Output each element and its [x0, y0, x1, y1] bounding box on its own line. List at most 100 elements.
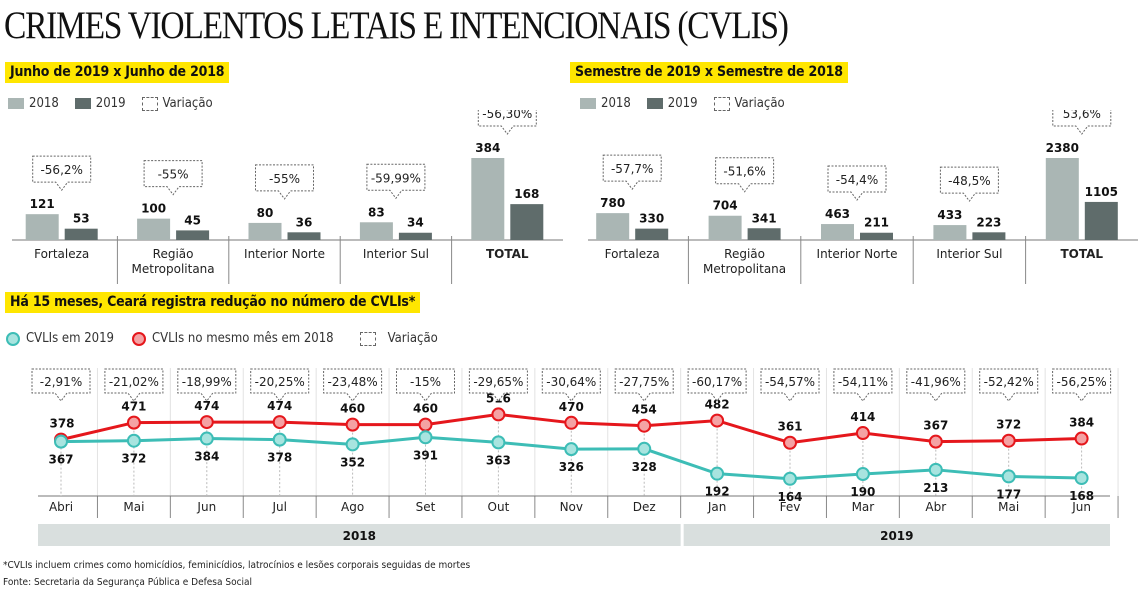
monthly-chart-title: Há 15 meses, Ceará registra redução no n…: [5, 292, 421, 313]
legend-swatch-variation: [141, 96, 158, 111]
variation-callout-box: [687, 368, 747, 402]
legend-label-2018: 2018: [29, 96, 59, 111]
point-2018: [783, 435, 797, 450]
variation-callout-box: [979, 368, 1039, 402]
variation-callout-label: -55%: [158, 168, 189, 182]
legend-item-2019: 2019: [74, 96, 126, 111]
legend-item-2018: 2018: [8, 96, 59, 111]
monthly-chart-legend: CVLIs em 2019 CVLIs no mesmo mês em 2018…: [6, 331, 454, 346]
variation-callout: -57,7%: [602, 154, 662, 190]
variation-callout-box: [1052, 368, 1112, 402]
value-label-2018: 454: [632, 403, 657, 417]
legend-label-cvli-2018: CVLIs no mesmo mês em 2018: [152, 331, 334, 346]
legend-label-variation: Variação: [162, 96, 213, 111]
variation-callout-label: -55%: [269, 172, 300, 186]
variation-callout-box: [906, 368, 966, 402]
legend-item-2019: 2019: [646, 96, 698, 111]
variation-callout: -54,57%: [760, 368, 820, 402]
bar-value-2019: 1105: [1085, 185, 1118, 199]
legend-swatch-variation: [713, 96, 730, 111]
month-label: Abr: [925, 500, 946, 514]
value-label-2018: 470: [559, 400, 584, 414]
value-label-2019: 372: [121, 452, 146, 466]
variation-callout-box: [477, 110, 537, 135]
variation-callout: 53,6%: [1052, 110, 1112, 135]
bar-value-2018: 100: [141, 202, 166, 216]
bar-2018: [359, 222, 393, 240]
category-label: Região: [153, 247, 194, 261]
value-label-2018: 460: [340, 402, 365, 416]
point-2019: [272, 432, 287, 447]
variation-callout: -48,5%: [939, 166, 999, 202]
variation-callout: -56,30%: [477, 110, 537, 135]
variation-callout-box: [143, 160, 203, 196]
point-2018: [345, 417, 360, 432]
variation-callout: -60,17%: [687, 368, 747, 402]
bar-2018: [933, 225, 967, 240]
category-label: Metropolitana: [132, 262, 215, 276]
legend-item-2018: 2018: [580, 96, 631, 111]
source-note: Fonte: Secretaria da Segurança Pública e…: [3, 577, 253, 588]
value-label-2019: 213: [923, 481, 948, 495]
variation-callout-box: [468, 368, 528, 402]
variation-callout-label: -48,5%: [948, 174, 990, 188]
bar-2019: [64, 228, 98, 240]
month-label: Fev: [780, 500, 801, 514]
point-2019: [126, 433, 141, 448]
bar-value-2019: 330: [639, 212, 664, 226]
variation-callout-label: -59,99%: [371, 171, 421, 185]
category-label: Fortaleza: [605, 247, 660, 261]
bar-value-2019: 211: [864, 216, 889, 230]
value-label-2019: 326: [559, 460, 584, 474]
bar-2019: [860, 232, 893, 240]
variation-callout-label: -54,57%: [765, 375, 815, 389]
bar-value-2019: 168: [514, 187, 539, 201]
variation-callout-box: [366, 163, 426, 200]
month-label: Nov: [560, 500, 583, 514]
bar-2019: [1084, 201, 1118, 240]
bar-value-2019: 341: [752, 211, 777, 225]
legend-marker-2018: [132, 331, 146, 346]
variation-callout-label: -56,2%: [40, 163, 82, 177]
semester-bar-chart: 780 330 -57,7% Fortaleza 704 341 -51,6% RegiãoM…: [588, 110, 1138, 284]
bar-2018: [471, 158, 505, 240]
variation-callout-label: -2,91%: [40, 375, 82, 389]
month-label: Mai: [123, 500, 144, 514]
value-label-2019: 384: [194, 450, 219, 464]
variation-callout-box: [614, 368, 674, 402]
bar-2019: [510, 204, 544, 240]
point-2018: [855, 426, 870, 441]
june-chart-title: Junho de 2019 x Junho de 2018: [5, 62, 230, 83]
variation-callout-label: -54,11%: [838, 375, 888, 389]
point-2019: [491, 435, 506, 450]
point-2018: [418, 417, 433, 432]
value-label-2019: 391: [413, 448, 438, 462]
point-2019: [710, 466, 725, 481]
legend-marker-2019: [6, 331, 20, 346]
variation-callout: -56,25%: [1052, 368, 1112, 402]
value-label-2018: 482: [705, 398, 730, 412]
variation-callout-box: [827, 165, 887, 201]
legend-label-2019: 2019: [95, 96, 126, 111]
variation-callout-box: [715, 157, 775, 193]
point-2018: [199, 415, 214, 430]
value-label-2019: 164: [777, 490, 802, 504]
point-2018: [1074, 431, 1089, 446]
legend-label-cvli-2019: CVLIs em 2019: [26, 331, 114, 346]
legend-label-2019: 2019: [667, 96, 698, 111]
bar-value-2018: 433: [937, 208, 962, 222]
june-chart-legend: 2018 2019 Variação: [8, 96, 229, 111]
value-label-2018: 372: [996, 418, 1021, 432]
value-label-2018: 474: [267, 399, 292, 413]
variation-callout-label: -29,65%: [473, 375, 523, 389]
bar-2018: [25, 214, 59, 240]
variation-callout-label: -41,96%: [911, 375, 961, 389]
variation-callout-box: [31, 368, 91, 402]
bar-value-2019: 34: [407, 216, 424, 230]
bar-value-2019: 223: [976, 215, 1001, 229]
legend-item-variation: Variação: [141, 96, 213, 111]
legend-swatch-2018: [580, 98, 596, 109]
main-title: CRIMES VIOLENTOS LETAIS E INTENCIONAIS (…: [4, 4, 789, 47]
variation-callout-label: -18,99%: [182, 375, 232, 389]
month-label: Mai: [998, 500, 1019, 514]
